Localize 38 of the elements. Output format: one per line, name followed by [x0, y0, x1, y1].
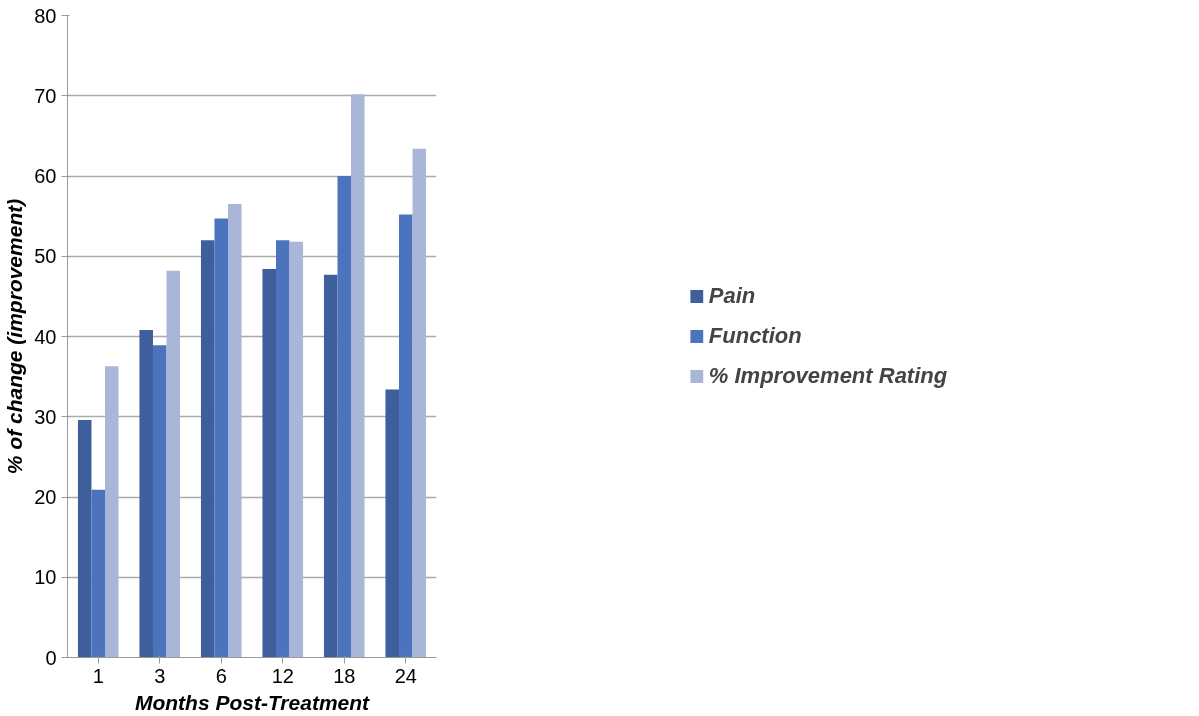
y-tick-label: 20 [34, 486, 57, 508]
bar [77, 419, 92, 658]
bar [398, 214, 413, 658]
bar [214, 218, 229, 658]
x-tick-label: 24 [394, 664, 417, 687]
x-tick-label: 12 [271, 664, 294, 687]
bar [412, 148, 427, 658]
legend-label: Function [708, 323, 802, 349]
legend-label: Pain [708, 283, 756, 309]
bar [139, 330, 153, 658]
y-tick-label: 40 [34, 325, 57, 348]
x-tick-label: 1 [92, 664, 104, 687]
bar [385, 389, 399, 658]
bar [337, 176, 352, 658]
legend-label: % Improvement Rating [708, 363, 948, 389]
bar [275, 240, 290, 658]
y-tick-label: 30 [34, 405, 57, 428]
bar [351, 94, 365, 658]
x-tick-label: 6 [215, 664, 227, 687]
x-axis-title: Months Post-Treatment [134, 690, 371, 714]
bar [200, 240, 215, 658]
y-tick-label: 80 [34, 4, 57, 27]
bar [323, 274, 338, 658]
bar [262, 269, 276, 658]
y-tick-label: 70 [34, 84, 57, 107]
y-tick-label: 60 [34, 165, 57, 187]
bar [105, 366, 119, 658]
x-tick-label: 3 [154, 664, 166, 687]
bar [152, 345, 167, 658]
bar [228, 204, 242, 658]
y-tick-label: 0 [45, 646, 57, 669]
bar [91, 489, 106, 658]
y-axis-title: % of change (improvement) [3, 198, 27, 475]
bar [166, 270, 181, 658]
y-tick-label: 50 [34, 245, 57, 268]
bar [289, 241, 304, 658]
y-tick-label: 10 [34, 566, 57, 589]
x-tick-label: 18 [333, 664, 356, 687]
